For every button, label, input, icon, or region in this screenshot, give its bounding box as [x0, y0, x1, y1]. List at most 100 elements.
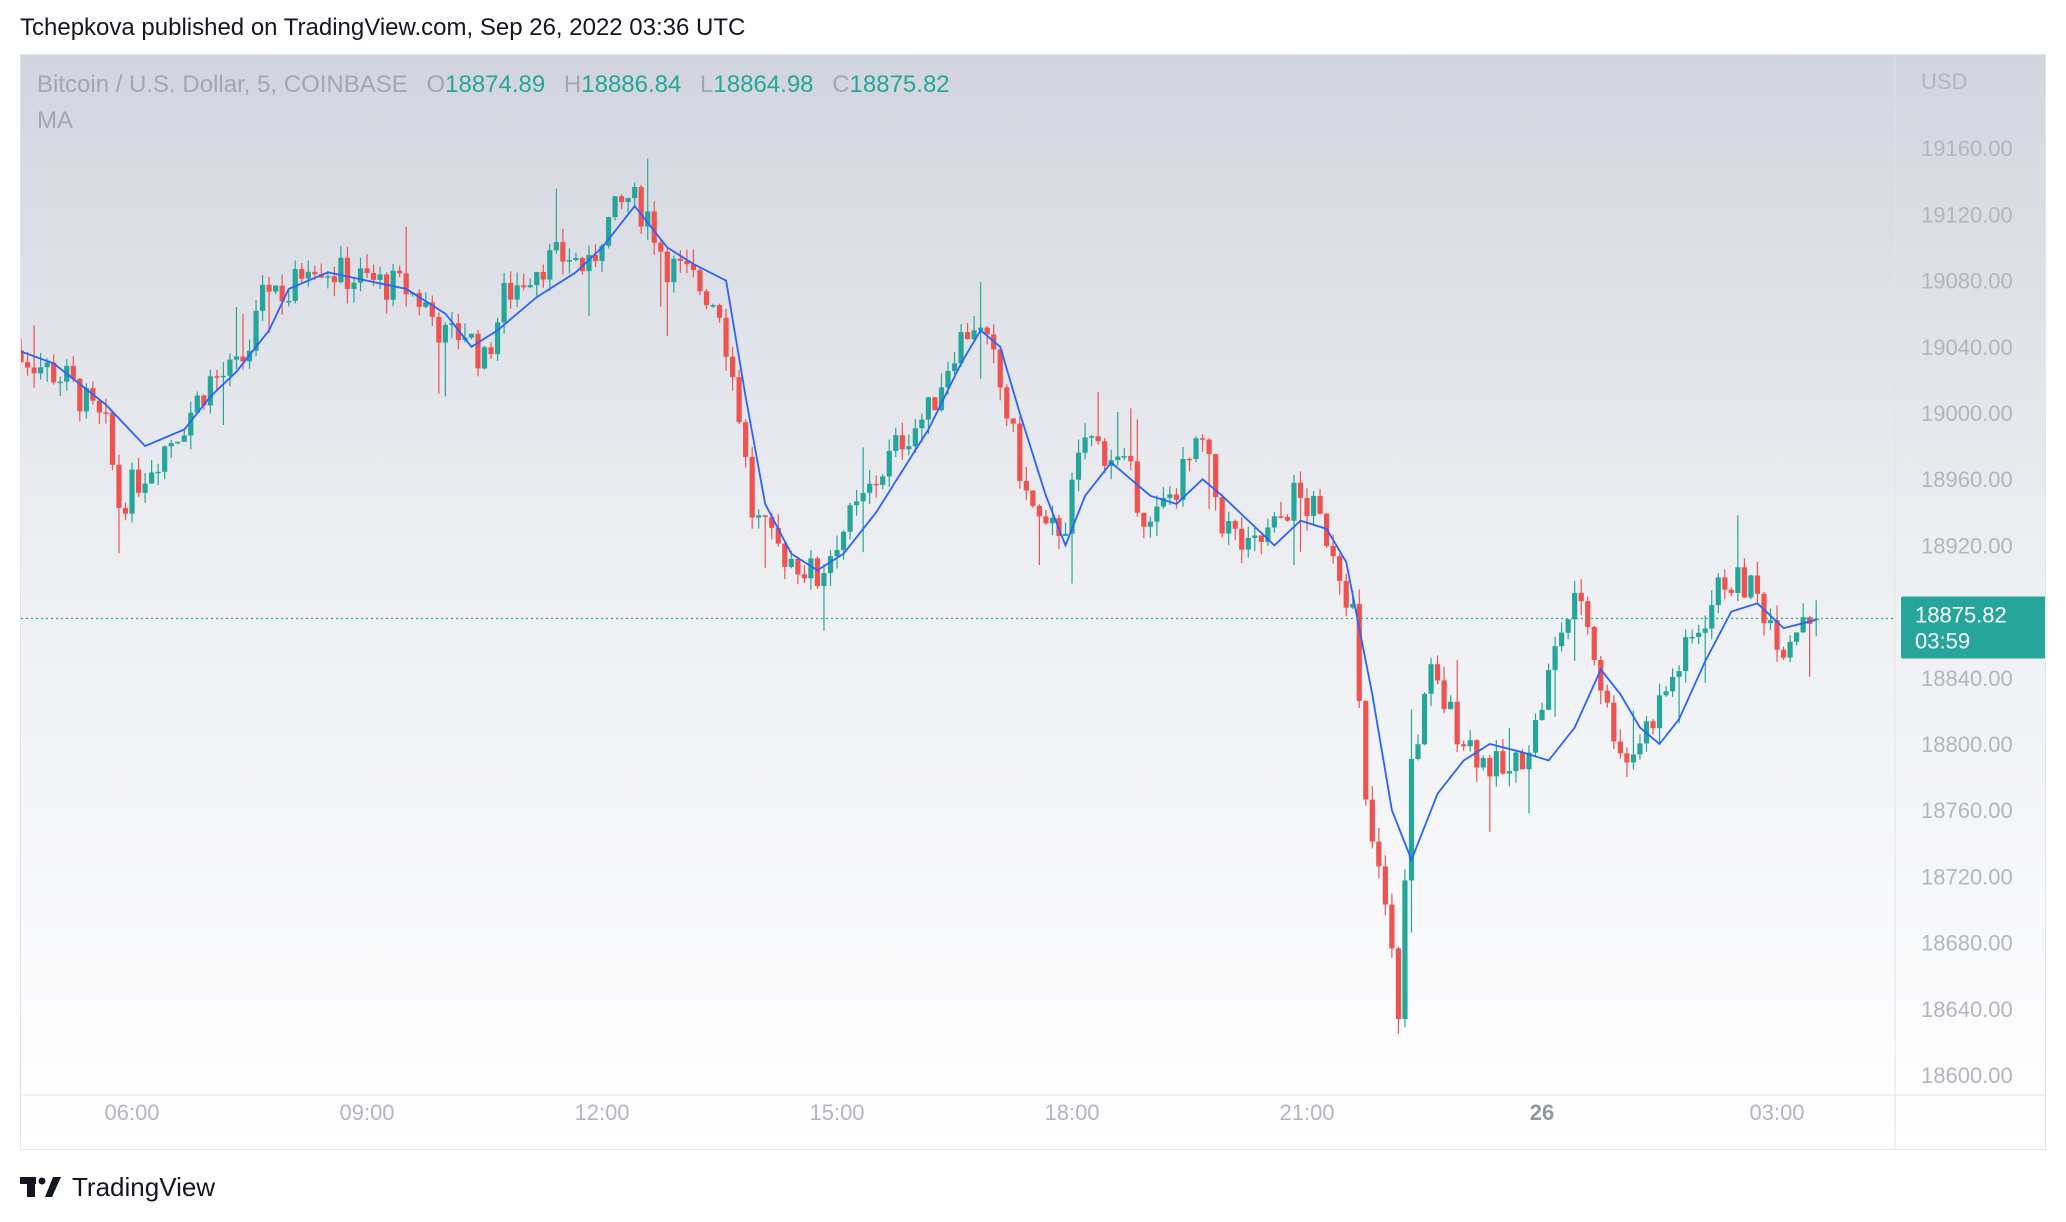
candle-body-4 — [31, 367, 37, 374]
candle-body-130 — [854, 501, 860, 506]
candle-body-30 — [201, 395, 207, 406]
price-tick-label-1: 19120.00 — [1921, 202, 2013, 227]
chart-frame[interactable]: USD 19160.00 19120.00 19080.00 19040.00 19000… — [20, 54, 2046, 1150]
tradingview-logo-icon — [20, 1176, 61, 1197]
candle-body-223 — [1461, 744, 1467, 747]
candle-body-168 — [1102, 441, 1108, 466]
candle-body-188 — [1232, 521, 1238, 529]
candle-body-3 — [24, 362, 31, 368]
candle-body-57 — [377, 274, 383, 280]
candle-body-28 — [188, 412, 194, 436]
candle-body-49 — [325, 276, 331, 278]
candle-body-243 — [1591, 626, 1597, 660]
candle-body-242 — [1585, 601, 1591, 627]
candle-body-98 — [645, 211, 651, 227]
candle-body-134 — [880, 476, 886, 485]
candle-body-42 — [279, 285, 285, 302]
candle-body-215 — [1408, 758, 1415, 881]
candle-body-189 — [1239, 528, 1245, 550]
candle-body-148 — [971, 330, 977, 340]
candle-body-20 — [135, 469, 142, 493]
candle-body-147 — [964, 332, 971, 340]
candle-body-127 — [834, 550, 840, 557]
price-chart[interactable]: USD 19160.00 19120.00 19080.00 19040.00 19000… — [21, 55, 2046, 1150]
candle-body-125 — [821, 573, 827, 587]
candle-body-128 — [840, 531, 847, 551]
candle-body-108 — [710, 305, 716, 307]
candle-body-229 — [1500, 751, 1506, 774]
candle-body-143 — [938, 387, 945, 411]
candle-body-124 — [814, 558, 821, 587]
candle-body-45 — [299, 269, 305, 279]
candle-body-22 — [149, 472, 155, 484]
candle-body-153 — [1004, 387, 1010, 419]
candle-body-2 — [21, 350, 24, 363]
candle-body-211 — [1382, 866, 1388, 905]
candle-body-245 — [1604, 690, 1610, 703]
candle-body-55 — [364, 268, 370, 273]
candle-body-144 — [945, 371, 951, 388]
candle-body-198 — [1297, 482, 1304, 499]
candle-body-181 — [1186, 458, 1193, 461]
candle-body-66 — [436, 316, 442, 343]
candle-body-115 — [756, 515, 762, 518]
candle-body-77 — [508, 282, 514, 300]
candle-body-187 — [1226, 521, 1232, 534]
candle-body-248 — [1624, 753, 1630, 763]
candle-body-15 — [103, 412, 109, 414]
candle-body-197 — [1291, 482, 1297, 521]
candle-body-268 — [1754, 575, 1761, 594]
candle-body-240 — [1572, 592, 1578, 620]
candle-body-12 — [83, 388, 89, 412]
time-tick-label-3: 15:00 — [809, 1100, 864, 1125]
candle-body-266 — [1741, 567, 1747, 598]
candle-body-84 — [553, 242, 559, 251]
close-value: 18875.82 — [849, 71, 950, 98]
candle-body-255 — [1669, 676, 1676, 692]
candle-body-81 — [534, 271, 540, 286]
candle-body-170 — [1115, 456, 1121, 461]
candle-body-35 — [233, 356, 240, 360]
candle-body-277 — [1813, 618, 1819, 621]
candle-body-29 — [194, 395, 200, 413]
candle-body-60 — [397, 270, 403, 274]
candle-body-214 — [1402, 880, 1408, 1019]
price-tick-label-2: 19080.00 — [1921, 269, 2013, 294]
candle-body-174 — [1141, 512, 1147, 527]
time-tick-label-4: 18:00 — [1044, 1100, 1099, 1125]
candle-body-24 — [162, 446, 168, 472]
candle-body-200 — [1310, 495, 1317, 516]
candle-body-76 — [501, 282, 507, 323]
candle-body-135 — [886, 450, 892, 477]
price-tick-label-6: 18920.00 — [1921, 533, 2013, 558]
candle-body-93 — [612, 196, 618, 218]
candle-body-259 — [1696, 632, 1702, 637]
candle-body-46 — [305, 271, 311, 279]
candle-body-107 — [703, 291, 710, 306]
candle-body-73 — [481, 347, 488, 369]
candle-countdown: 03:59 — [1915, 629, 1970, 654]
candle-body-150 — [984, 327, 990, 335]
candle-body-27 — [181, 435, 187, 442]
candle-body-221 — [1448, 701, 1454, 710]
candle-body-11 — [77, 378, 83, 412]
candle-body-5 — [38, 367, 44, 374]
candle-body-263 — [1722, 577, 1728, 590]
candle-body-120 — [788, 558, 794, 567]
candle-body-264 — [1728, 589, 1734, 593]
footer-brand[interactable]: TradingView — [20, 1172, 215, 1203]
candle-body-43 — [286, 300, 292, 303]
price-tick-label-9: 18760.00 — [1921, 798, 2013, 823]
candle-body-237 — [1552, 646, 1558, 671]
ma-line — [21, 204, 1817, 863]
candle-body-102 — [671, 258, 677, 283]
candle-body-267 — [1748, 575, 1754, 598]
candle-body-86 — [566, 260, 572, 262]
candle-body-14 — [96, 400, 102, 413]
candle-body-36 — [240, 356, 246, 362]
ma-indicator-label[interactable]: MA — [37, 107, 73, 134]
candle-body-160 — [1049, 518, 1056, 524]
candle-body-82 — [540, 271, 546, 280]
time-tick-label-7: 03:00 — [1749, 1100, 1804, 1125]
candle-body-33 — [220, 375, 227, 378]
